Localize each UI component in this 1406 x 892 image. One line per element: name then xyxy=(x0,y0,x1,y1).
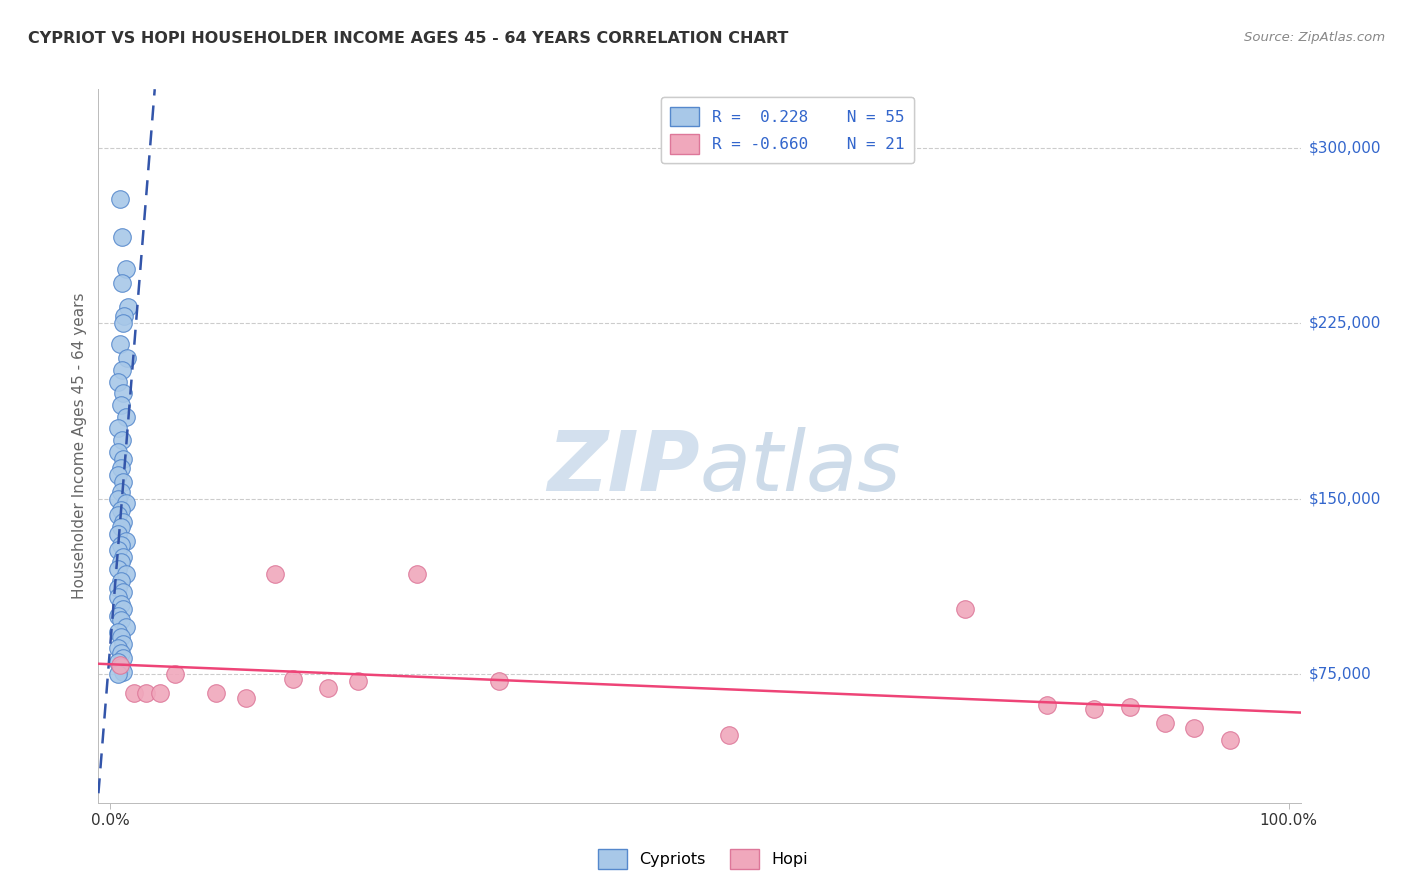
Point xyxy=(112,601,135,615)
Text: CYPRIOT VS HOPI HOUSEHOLDER INCOME AGES 45 - 64 YEARS CORRELATION CHART: CYPRIOT VS HOPI HOUSEHOLDER INCOME AGES … xyxy=(28,31,789,46)
Point xyxy=(112,475,135,490)
Point xyxy=(112,515,135,529)
Point xyxy=(717,728,740,742)
Point xyxy=(114,620,136,634)
Point xyxy=(112,650,135,665)
Point xyxy=(112,585,135,599)
Point xyxy=(108,657,131,672)
Point xyxy=(488,674,510,689)
Point xyxy=(110,555,132,569)
Point xyxy=(110,597,132,611)
Point xyxy=(235,690,257,705)
Point xyxy=(110,630,132,644)
Point xyxy=(111,363,134,377)
Point xyxy=(1154,716,1177,731)
Point xyxy=(122,686,145,700)
Text: $75,000: $75,000 xyxy=(1309,666,1372,681)
Point xyxy=(346,674,368,689)
Point xyxy=(107,543,129,558)
Point xyxy=(110,538,132,552)
Text: atlas: atlas xyxy=(699,427,901,508)
Point xyxy=(107,375,129,389)
Point xyxy=(1118,699,1140,714)
Point xyxy=(112,386,135,401)
Point xyxy=(110,461,132,475)
Point xyxy=(107,508,129,522)
Point xyxy=(1083,702,1105,716)
Point xyxy=(110,519,132,533)
Point xyxy=(114,533,136,548)
Text: $150,000: $150,000 xyxy=(1309,491,1381,506)
Text: ZIP: ZIP xyxy=(547,427,699,508)
Point xyxy=(405,566,427,581)
Point xyxy=(112,316,135,330)
Point xyxy=(281,672,304,686)
Point xyxy=(107,526,129,541)
Text: $300,000: $300,000 xyxy=(1309,140,1381,155)
Point xyxy=(107,667,129,681)
Point xyxy=(112,451,135,466)
Point xyxy=(114,496,136,510)
Point xyxy=(107,445,129,459)
Point xyxy=(107,625,129,640)
Point xyxy=(115,351,138,366)
Point xyxy=(111,277,134,291)
Point xyxy=(112,550,135,565)
Point xyxy=(107,656,129,670)
Point xyxy=(149,686,172,700)
Point xyxy=(114,409,136,424)
Text: $225,000: $225,000 xyxy=(1309,316,1381,331)
Point xyxy=(1219,732,1241,747)
Point xyxy=(110,646,132,660)
Point xyxy=(114,566,136,581)
Point xyxy=(110,484,132,499)
Point xyxy=(117,300,139,314)
Point xyxy=(112,309,135,323)
Point xyxy=(107,590,129,604)
Point xyxy=(111,229,134,244)
Point xyxy=(107,421,129,435)
Point xyxy=(114,262,136,277)
Point xyxy=(1184,721,1206,735)
Point xyxy=(205,686,228,700)
Point xyxy=(112,665,135,679)
Point xyxy=(264,566,287,581)
Point xyxy=(135,686,157,700)
Y-axis label: Householder Income Ages 45 - 64 years: Householder Income Ages 45 - 64 years xyxy=(72,293,87,599)
Point xyxy=(107,581,129,595)
Point xyxy=(316,681,339,695)
Legend: R =  0.228    N = 55, R = -0.660    N = 21: R = 0.228 N = 55, R = -0.660 N = 21 xyxy=(661,97,914,163)
Point xyxy=(110,613,132,627)
Point xyxy=(108,192,131,206)
Point xyxy=(110,398,132,412)
Point xyxy=(112,637,135,651)
Point xyxy=(163,667,186,681)
Text: Source: ZipAtlas.com: Source: ZipAtlas.com xyxy=(1244,31,1385,45)
Point xyxy=(1036,698,1059,712)
Point xyxy=(107,641,129,656)
Point xyxy=(107,608,129,623)
Point xyxy=(107,468,129,483)
Point xyxy=(111,433,134,447)
Point xyxy=(107,562,129,576)
Point xyxy=(110,574,132,588)
Legend: Cypriots, Hopi: Cypriots, Hopi xyxy=(592,843,814,875)
Point xyxy=(107,491,129,506)
Point xyxy=(110,503,132,517)
Point xyxy=(953,601,976,615)
Point xyxy=(108,337,131,351)
Point xyxy=(110,660,132,674)
